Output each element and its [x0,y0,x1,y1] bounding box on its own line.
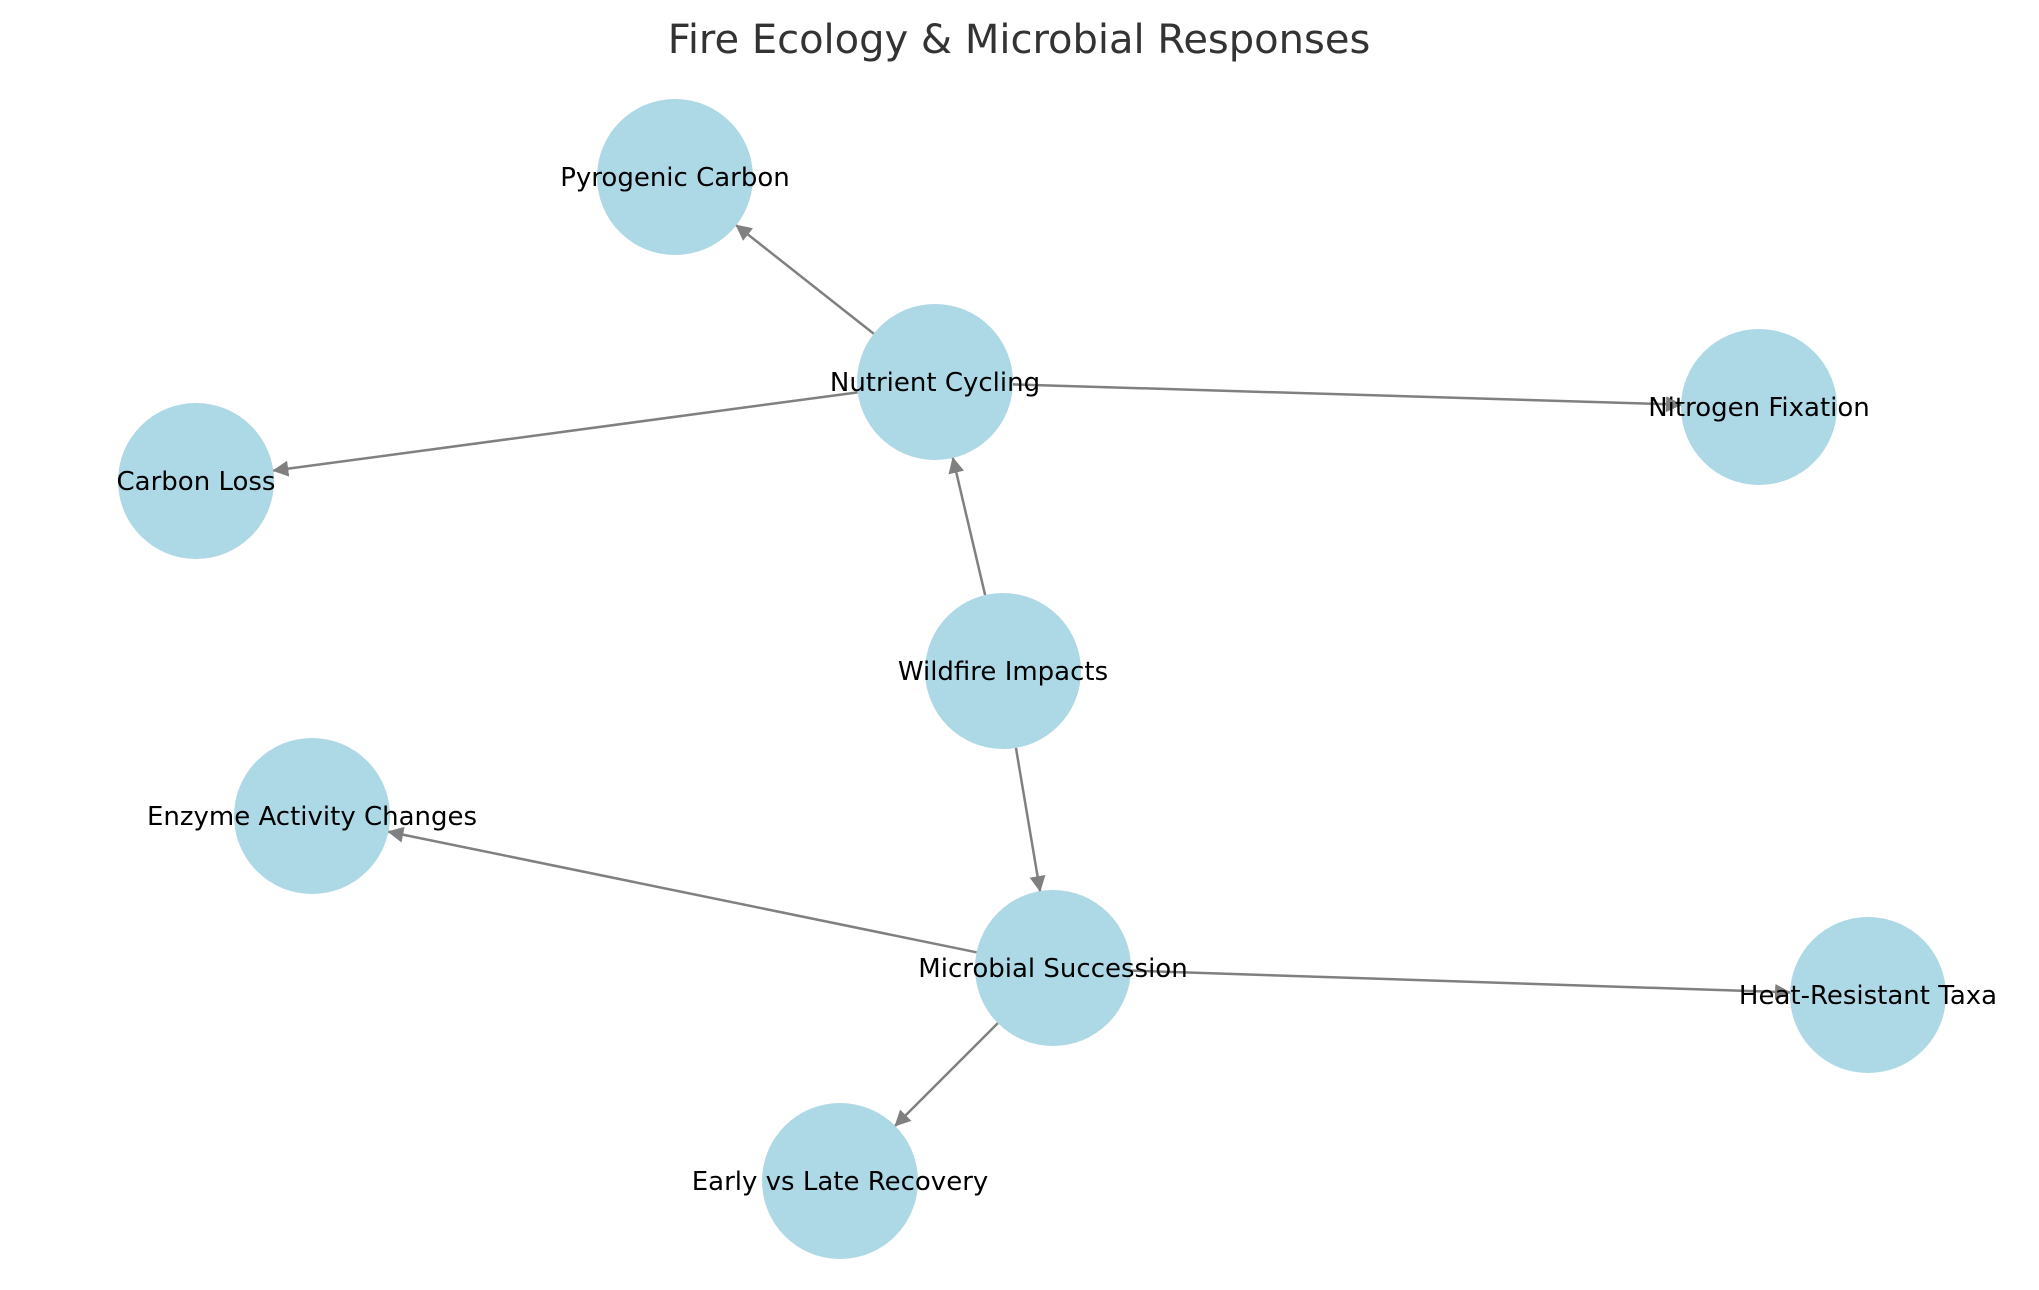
node-heat: Heat-Resistant Taxa [1739,917,1997,1073]
node-label: Pyrogenic Carbon [560,163,790,193]
node-circle [857,304,1013,460]
node-circle [1790,917,1946,1073]
node-succession: Microbial Succession [918,890,1188,1046]
node-circle [597,99,753,255]
edge-nutrient-to-pyro [734,223,875,335]
nodes-layer: Wildfire Impacts Nutrient Cycling Microbia… [117,99,1997,1259]
node-carbonloss: Carbon Loss [117,403,276,559]
edge-succession-to-heat [1130,969,1792,1000]
node-label: Carbon Loss [117,467,276,497]
edge-wildfire-to-succession [1014,747,1046,893]
edge-nutrient-to-nfix [1012,383,1683,413]
node-label: Heat-Resistant Taxa [1739,981,1997,1011]
edge-succession-to-enzyme [387,826,977,954]
edges-layer [272,223,1792,1128]
edge-wildfire-to-nutrient [948,456,987,596]
node-enzyme: Enzyme Activity Changes [147,738,477,894]
node-label: Nitrogen Fixation [1648,393,1870,423]
node-recovery: Early vs Late Recovery [692,1103,989,1259]
node-circle [118,403,274,559]
edge-succession-to-recovery [893,1022,999,1128]
diagram-title: Fire Ecology & Microbial Responses [668,17,1371,63]
edge-nutrient-to-carbonloss [272,391,858,477]
node-label: Microbial Succession [918,954,1187,984]
node-label: Early vs Late Recovery [692,1167,989,1197]
node-circle [975,890,1131,1046]
node-circle [762,1103,918,1259]
node-pyro: Pyrogenic Carbon [560,99,790,255]
node-nutrient: Nutrient Cycling [830,304,1040,460]
node-wildfire: Wildfire Impacts [898,593,1108,749]
node-label: Wildfire Impacts [898,657,1108,687]
node-label: Nutrient Cycling [830,368,1040,398]
node-circle [925,593,1081,749]
node-circle [1681,329,1837,485]
node-label: Enzyme Activity Changes [147,802,477,832]
node-nfix: Nitrogen Fixation [1648,329,1870,485]
node-circle [234,738,390,894]
